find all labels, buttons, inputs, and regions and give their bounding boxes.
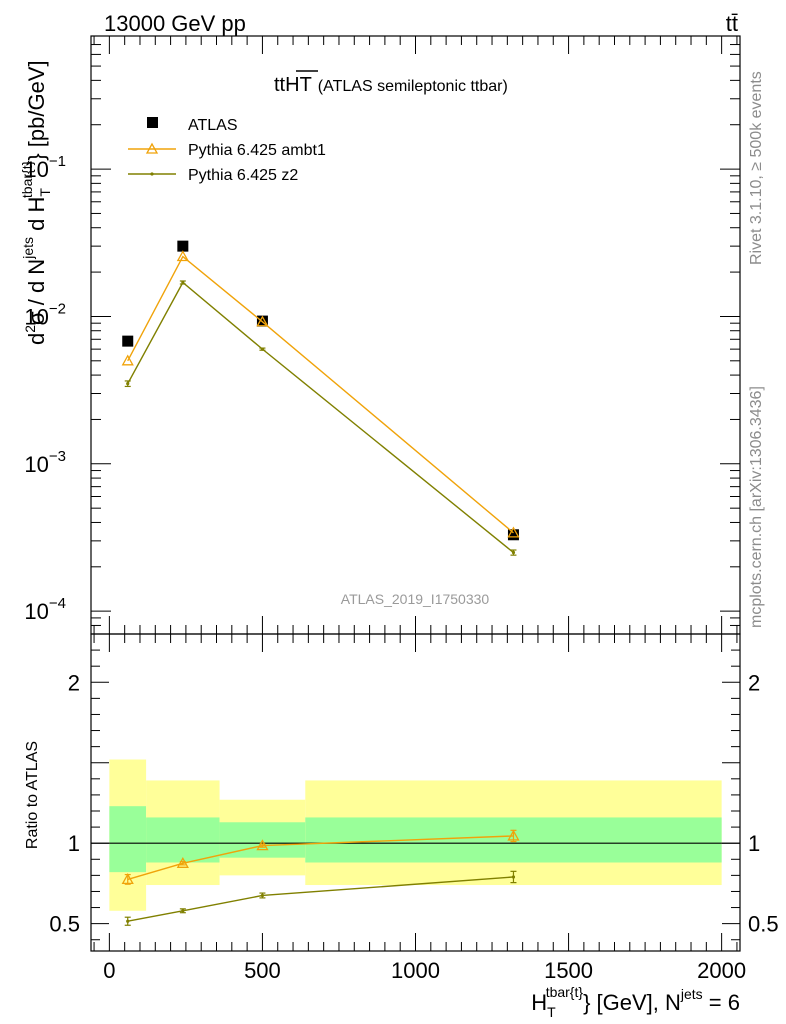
ratio-y-axis-label: Ratio to ATLAS xyxy=(24,741,41,849)
ambt1-point xyxy=(256,315,269,327)
x-tick-label: 500 xyxy=(244,958,281,983)
header-process-label: tt̄ xyxy=(726,11,738,36)
main-panel: 10−110−210−310−4 ttHT (ATLAS semileptonic… xyxy=(19,35,741,635)
legend-label-z2: Pythia 6.425 z2 xyxy=(188,167,298,184)
ambt1-point xyxy=(176,250,189,262)
main-y-axis-label: d2σ / d Njets d HTtbar{t}} [pb/GeV] xyxy=(19,60,53,345)
legend: ATLAS Pythia 6.425 ambt1 Pythia 6.425 z2 xyxy=(128,117,326,184)
ratio-frame xyxy=(90,633,741,952)
ratio-z2-point xyxy=(260,893,265,898)
analysis-watermark: ATLAS_2019_I1750330 xyxy=(341,591,490,607)
ratio-ticks xyxy=(91,634,740,951)
ratio-ambt1-point xyxy=(176,856,189,868)
series-line xyxy=(127,281,514,554)
ratio-z2-point xyxy=(181,909,185,913)
main-y-tick-label: 10−1 xyxy=(24,153,66,182)
ratio-y-tick-label-right: 1 xyxy=(748,831,760,856)
main-y-tick-label: 10−4 xyxy=(24,595,66,624)
ratio-ambt1-point xyxy=(121,873,134,885)
ratio-series xyxy=(121,829,520,926)
header-energy-label: 13000 GeV pp xyxy=(104,11,246,36)
z2-point xyxy=(181,280,185,285)
ambt1-point xyxy=(121,354,134,366)
legend-marker-ambt1 xyxy=(145,142,159,154)
ratio-series-line xyxy=(127,876,514,922)
ratio-y-tick-label-right: 0.5 xyxy=(748,912,779,937)
atlas-data-point xyxy=(122,335,134,347)
legend-label-atlas: ATLAS xyxy=(188,117,238,134)
mcplots-label: mcplots.cern.ch [arXiv:1306.3436] xyxy=(748,386,765,628)
legend-label-ambt1: Pythia 6.425 ambt1 xyxy=(188,142,326,159)
ratio-series-line xyxy=(127,835,514,881)
ratio-ambt1-point xyxy=(507,829,520,841)
x-tick-label: 1000 xyxy=(391,958,440,983)
x-tick-label: 0 xyxy=(103,958,115,983)
ratio-y-tick-label-left: 2 xyxy=(68,670,80,695)
atlas-data-point xyxy=(507,529,519,541)
x-axis-label: HTtbar{t}} [GeV], Njets = 6 xyxy=(531,984,740,1020)
ratio-panel: 2 2 1 1 0.5 0.5 0 500 1000 1500 2000 Ratio to ATL… xyxy=(24,633,779,1020)
z2-point xyxy=(511,550,516,555)
x-tick-label: 2000 xyxy=(697,958,746,983)
ambt1-point xyxy=(507,526,520,538)
ratio-z2-point xyxy=(511,875,516,879)
ratio-y-tick-label-right: 2 xyxy=(748,670,760,695)
main-y-tick-labels: 10−1 10−2 10−3 10−4 xyxy=(24,153,66,624)
legend-marker-atlas xyxy=(147,117,158,128)
x-tick-label: 1500 xyxy=(544,958,593,983)
main-y-tick-label: 10−3 xyxy=(24,448,66,477)
ratio-inner-band xyxy=(146,817,220,863)
ratio-z2-point xyxy=(126,919,130,923)
main-series xyxy=(121,240,520,556)
ratio-y-tick-label-left: 1 xyxy=(68,831,80,856)
series-line xyxy=(127,255,514,534)
z2-point xyxy=(260,347,265,351)
atlas-data-point xyxy=(177,240,189,252)
main-y-tick-label: 10−2 xyxy=(24,300,66,329)
ratio-x-tick-labels: 0 500 1000 1500 2000 xyxy=(103,958,746,983)
rivet-label: Rivet 3.1.10, ≥ 500k events xyxy=(748,71,765,265)
legend-marker-z2 xyxy=(150,172,154,176)
ratio-ambt1-point xyxy=(256,839,269,851)
ratio-inner-band xyxy=(109,806,147,873)
chart-title: ttHT (ATLAS semileptonic ttbar) xyxy=(274,74,508,96)
ratio-bands xyxy=(109,759,722,911)
z2-point xyxy=(126,382,130,386)
ratio-y-tick-labels: 2 2 1 1 0.5 0.5 xyxy=(49,670,778,936)
chart-title-overlined: HT xyxy=(285,74,312,96)
ratio-y-tick-label-left: 0.5 xyxy=(49,912,80,937)
chart-title-suffix: (ATLAS semileptonic ttbar) xyxy=(318,78,508,95)
